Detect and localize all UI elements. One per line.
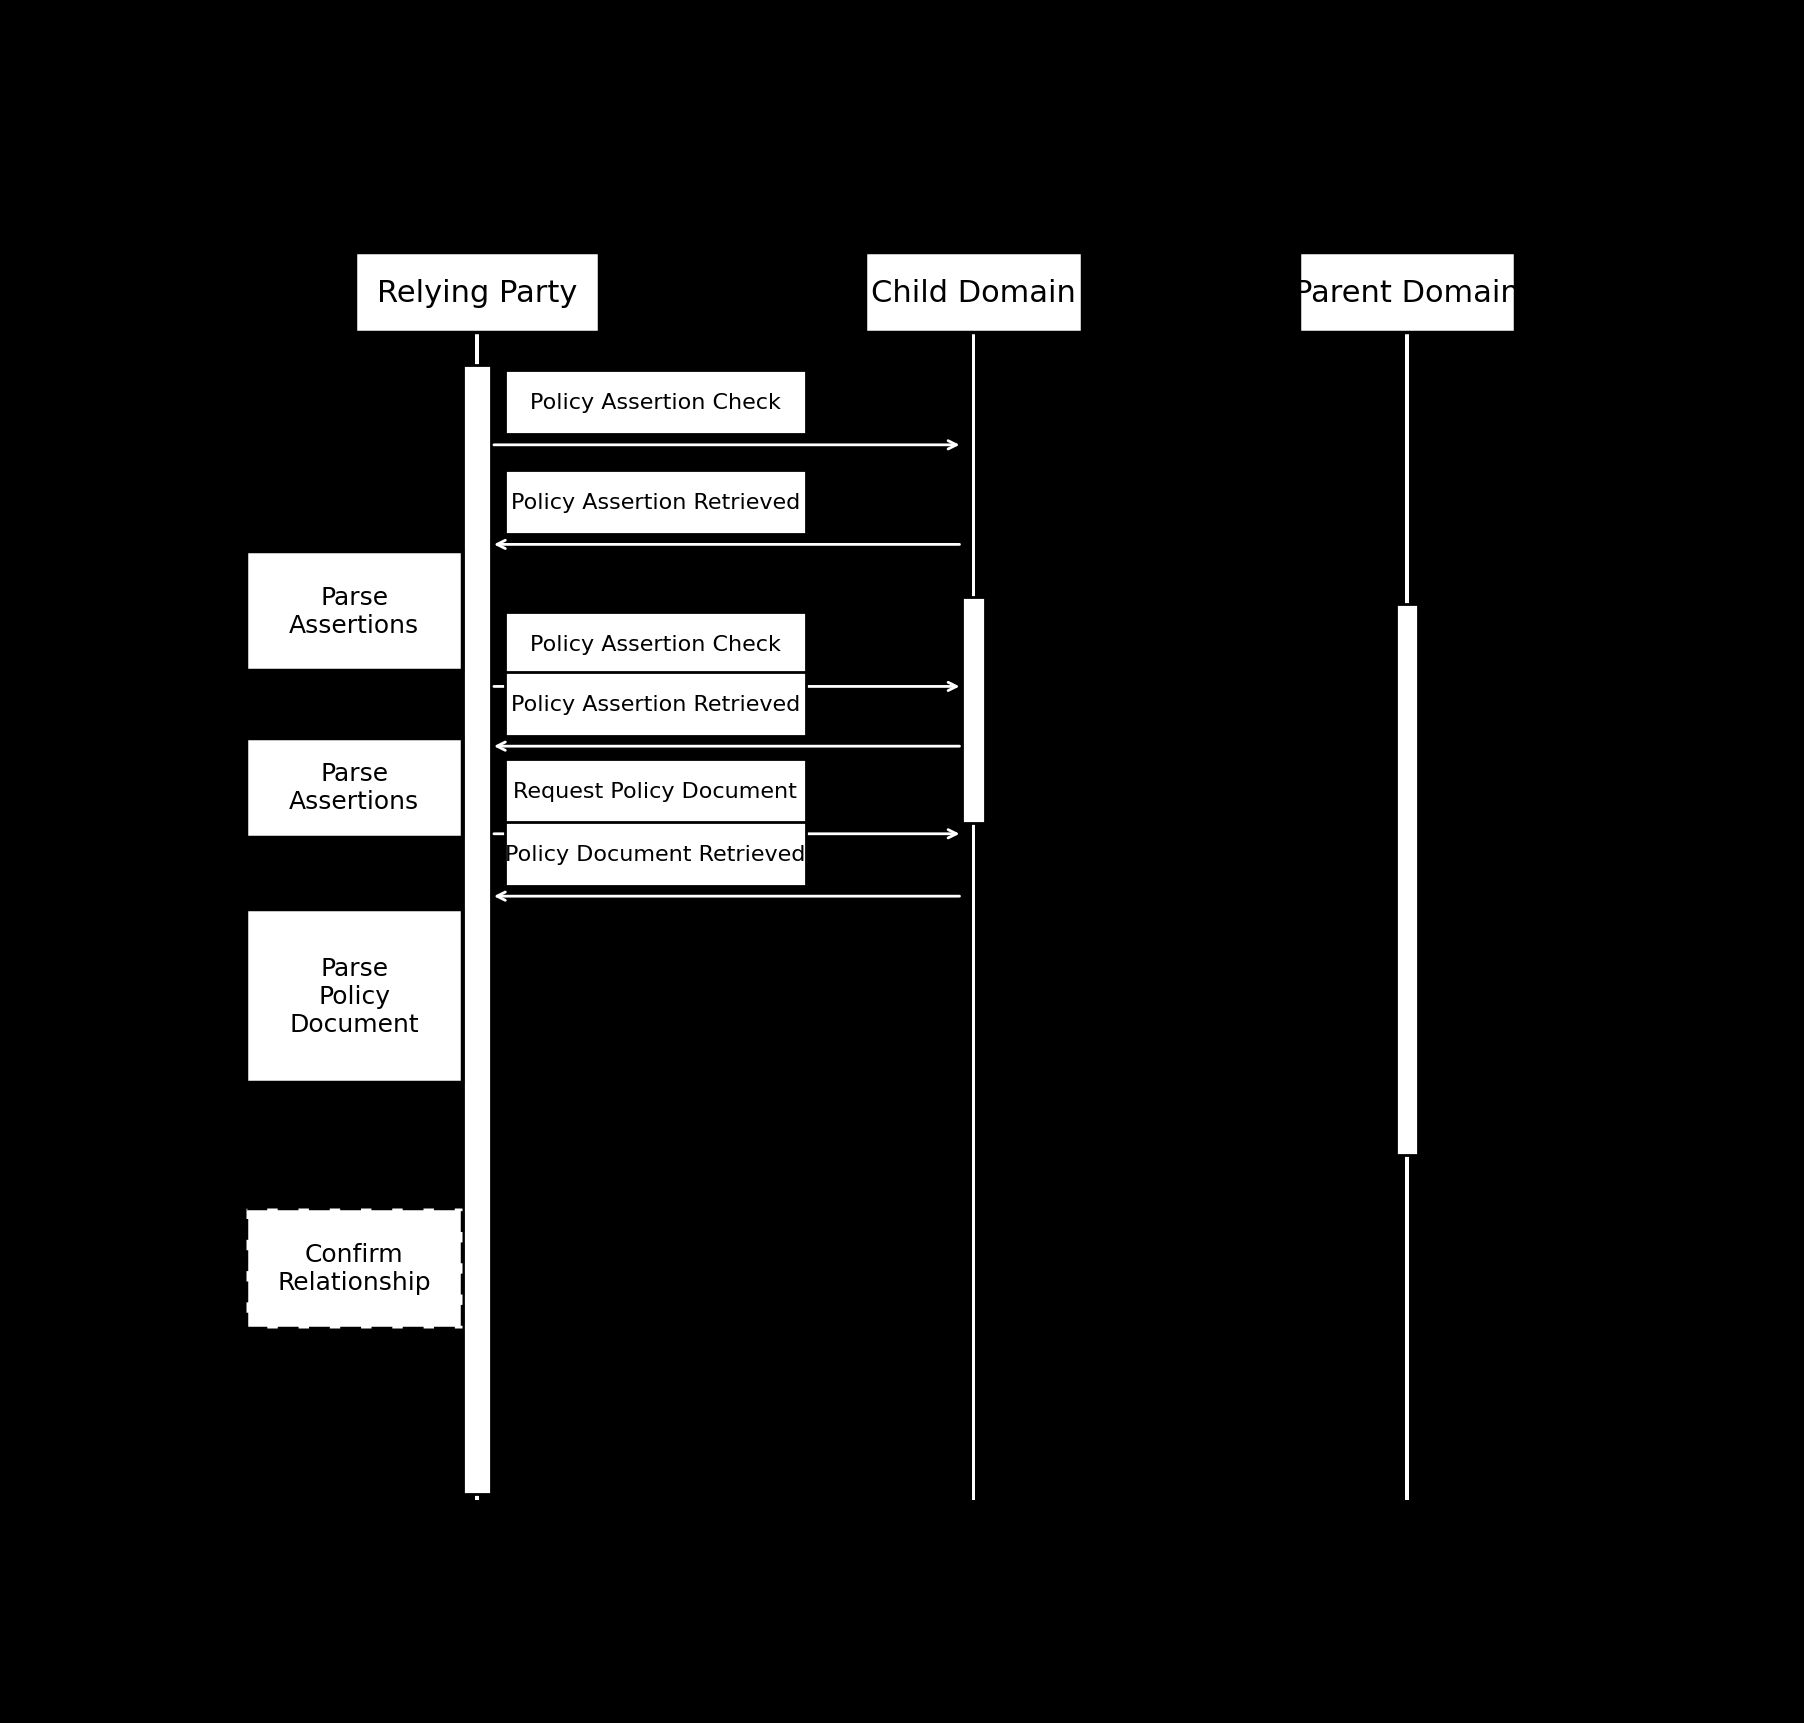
Text: Policy Assertion Retrieved: Policy Assertion Retrieved bbox=[511, 694, 799, 715]
Text: Request Policy Document: Request Policy Document bbox=[514, 782, 797, 801]
FancyBboxPatch shape bbox=[355, 253, 599, 333]
Text: Policy Assertion Check: Policy Assertion Check bbox=[530, 393, 781, 414]
FancyBboxPatch shape bbox=[245, 1208, 462, 1328]
FancyBboxPatch shape bbox=[866, 253, 1082, 333]
FancyBboxPatch shape bbox=[1299, 253, 1515, 333]
FancyBboxPatch shape bbox=[505, 370, 806, 434]
FancyBboxPatch shape bbox=[245, 737, 462, 837]
Text: Relying Party: Relying Party bbox=[377, 279, 577, 307]
FancyBboxPatch shape bbox=[476, 333, 478, 1501]
Text: Child Domain: Child Domain bbox=[871, 279, 1075, 307]
FancyBboxPatch shape bbox=[505, 760, 806, 824]
Text: Policy Assertion Check: Policy Assertion Check bbox=[530, 634, 781, 655]
FancyBboxPatch shape bbox=[1396, 605, 1418, 1156]
FancyBboxPatch shape bbox=[972, 333, 976, 1501]
Text: Confirm
Relationship: Confirm Relationship bbox=[278, 1242, 431, 1294]
FancyBboxPatch shape bbox=[245, 551, 462, 672]
FancyBboxPatch shape bbox=[505, 822, 806, 886]
Text: Policy Document Retrieved: Policy Document Retrieved bbox=[505, 844, 806, 865]
Text: Policy Assertion Retrieved: Policy Assertion Retrieved bbox=[511, 493, 799, 513]
Text: Parse
Policy
Document: Parse Policy Document bbox=[289, 956, 419, 1036]
Text: Parent Domain: Parent Domain bbox=[1293, 279, 1519, 307]
FancyBboxPatch shape bbox=[464, 365, 491, 1494]
Text: Parse
Assertions: Parse Assertions bbox=[289, 762, 419, 813]
FancyBboxPatch shape bbox=[505, 613, 806, 677]
FancyBboxPatch shape bbox=[962, 598, 985, 824]
Text: Parse
Assertions: Parse Assertions bbox=[289, 586, 419, 638]
FancyBboxPatch shape bbox=[505, 672, 806, 736]
FancyBboxPatch shape bbox=[505, 470, 806, 534]
FancyBboxPatch shape bbox=[245, 910, 462, 1082]
FancyBboxPatch shape bbox=[1405, 333, 1409, 1501]
